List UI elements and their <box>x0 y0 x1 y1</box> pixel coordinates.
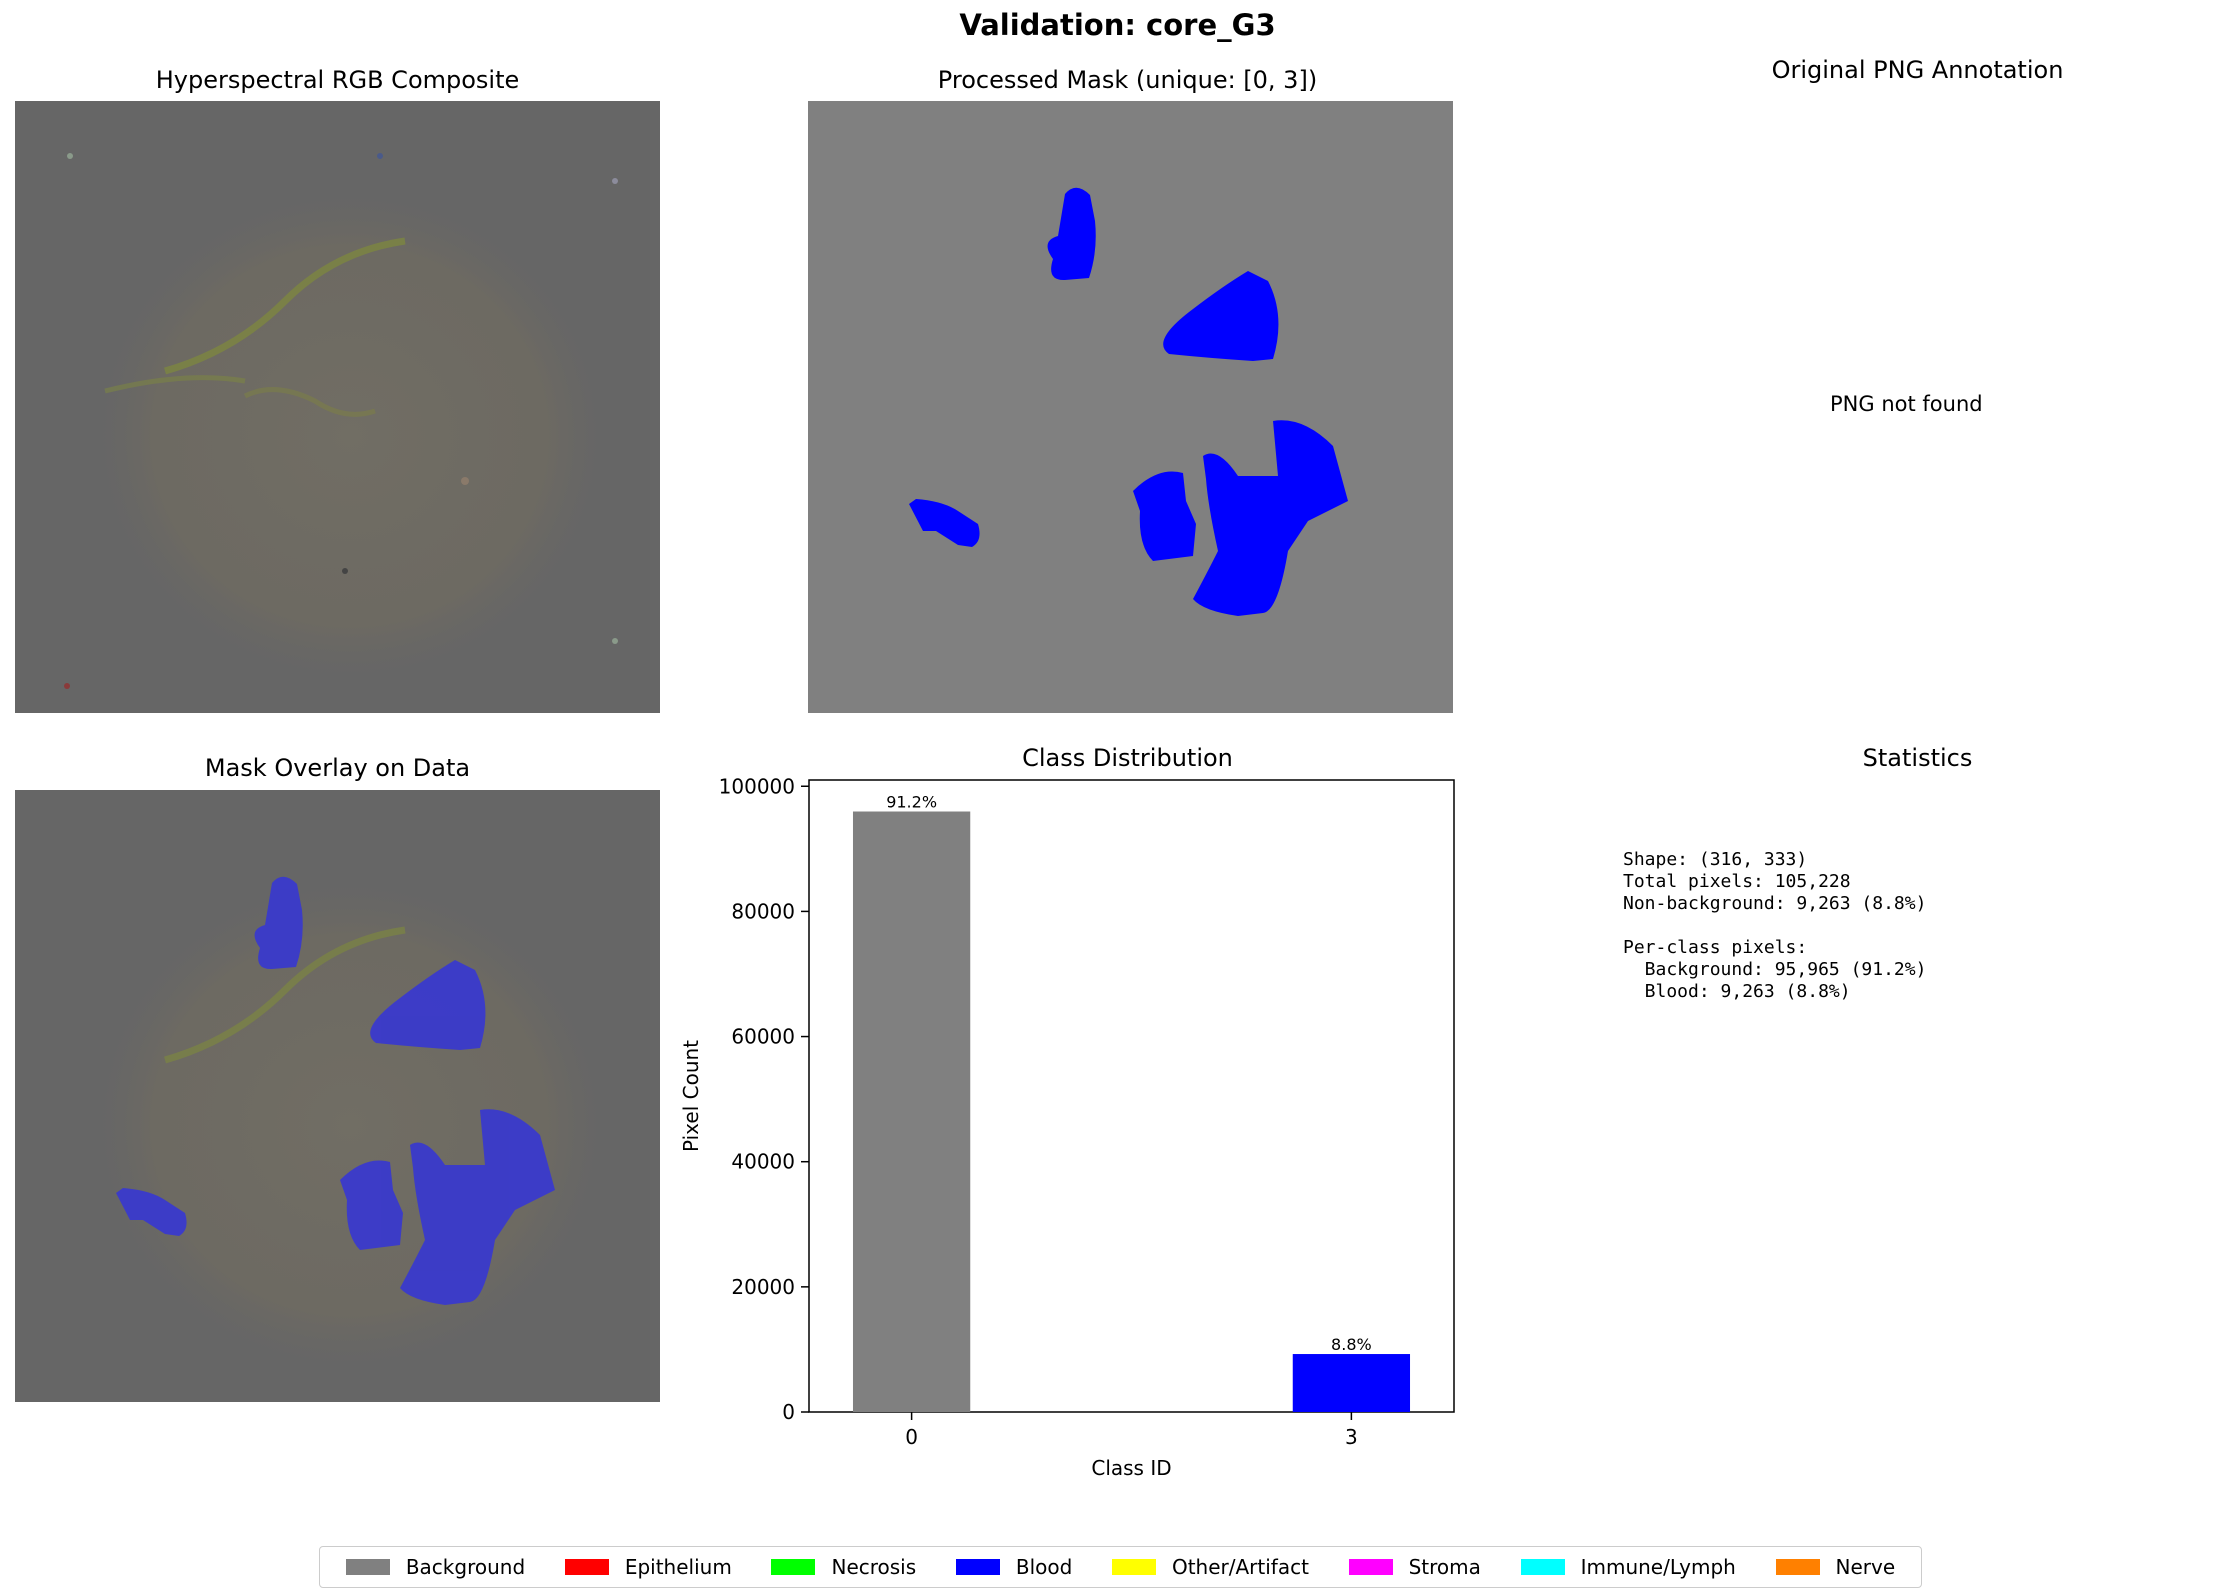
class-legend: Background Epithelium Necrosis Blood Other/A… <box>319 1546 1922 1588</box>
statistics-line: Blood: 9,263 (8.8%) <box>1623 981 1851 1002</box>
legend-swatch <box>1348 1559 1393 1575</box>
legend-item: Background <box>345 1555 526 1579</box>
legend-label: Other/Artifact <box>1171 1555 1309 1579</box>
legend-swatch <box>955 1559 1000 1575</box>
y-tick-label: 20000 <box>731 1275 795 1299</box>
y-tick-label: 100000 <box>719 774 795 798</box>
legend-swatch <box>564 1559 609 1575</box>
chart-title: Class Distribution <box>1022 744 1233 772</box>
y-tick-label: 60000 <box>731 1025 795 1049</box>
legend-label: Epithelium <box>624 1555 732 1579</box>
legend-item: Epithelium <box>564 1555 732 1579</box>
overlay-panel-title: Mask Overlay on Data <box>204 754 471 782</box>
legend-swatch <box>1775 1559 1820 1575</box>
stats-panel-title: Statistics <box>1862 744 1973 772</box>
y-tick-label: 0 <box>782 1400 795 1424</box>
legend-swatch <box>1111 1559 1156 1575</box>
bar-class-0 <box>852 811 971 1412</box>
png-panel-title: Original PNG Annotation <box>1771 56 2064 84</box>
rgb-panel-title: Hyperspectral RGB Composite <box>155 66 520 94</box>
x-axis-label: Class ID <box>1091 1456 1171 1480</box>
legend-item: Blood <box>955 1555 1073 1579</box>
legend-label: Background <box>405 1555 526 1579</box>
statistics-line: Per-class pixels: <box>1623 937 1808 958</box>
statistics-line: Non-background: 9,263 (8.8%) <box>1623 893 1927 914</box>
bar-class-3 <box>1292 1354 1411 1412</box>
x-tick-label: 3 <box>1345 1425 1358 1449</box>
bars <box>852 811 1411 1412</box>
legend-item: Nerve <box>1775 1555 1896 1579</box>
legend-label: Immune/Lymph <box>1580 1555 1736 1579</box>
y-tick-label: 80000 <box>731 899 795 923</box>
png-not-found-message: PNG not found <box>1830 392 1983 416</box>
bar-data-labels: 91.2% 8.8% <box>886 793 1372 1355</box>
figure-title: Validation: core_G3 <box>959 8 1276 42</box>
legend-label: Blood <box>1015 1555 1073 1579</box>
legend-label: Stroma <box>1408 1555 1481 1579</box>
legend-label: Nerve <box>1835 1555 1896 1579</box>
legend-label: Necrosis <box>831 1555 917 1579</box>
x-tick-label: 0 <box>905 1425 918 1449</box>
processed-mask-image <box>808 101 1453 713</box>
legend-swatch <box>1520 1559 1565 1575</box>
legend-item: Necrosis <box>771 1555 916 1579</box>
bar-data-label: 91.2% <box>886 793 937 812</box>
statistics-line: Total pixels: 105,228 <box>1623 871 1851 892</box>
legend-swatch <box>771 1559 816 1575</box>
y-axis: 0 20000 40000 60000 80000 100000 <box>719 774 809 1424</box>
mask-overlay-image <box>15 790 660 1402</box>
legend-item: Immune/Lymph <box>1520 1555 1736 1579</box>
statistics-text: Shape: (316, 333) Total pixels: 105,228 No… <box>1623 805 1926 1025</box>
legend-item: Stroma <box>1348 1555 1481 1579</box>
statistics-line: Background: 95,965 (91.2%) <box>1623 959 1927 980</box>
statistics-line <box>1623 915 1926 937</box>
bar-data-label: 8.8% <box>1331 1335 1372 1354</box>
mask-panel-title: Processed Mask (unique: [0, 3]) <box>937 66 1318 94</box>
legend-swatch <box>345 1559 390 1575</box>
y-axis-label: Pixel Count <box>679 1040 703 1152</box>
rgb-composite-image <box>15 101 660 713</box>
legend-item: Other/Artifact <box>1111 1555 1309 1579</box>
chart-plot-area <box>808 779 1455 1413</box>
y-tick-label: 40000 <box>731 1150 795 1174</box>
statistics-line: Shape: (316, 333) <box>1623 849 1808 870</box>
